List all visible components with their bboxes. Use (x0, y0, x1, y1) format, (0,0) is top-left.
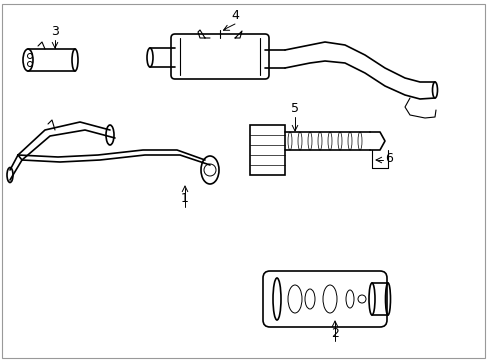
Text: 5: 5 (290, 102, 298, 115)
Text: 4: 4 (231, 9, 239, 22)
Text: 1: 1 (181, 192, 188, 205)
Text: 6: 6 (384, 152, 392, 165)
Text: 2: 2 (330, 327, 338, 340)
Text: 3: 3 (51, 25, 59, 38)
